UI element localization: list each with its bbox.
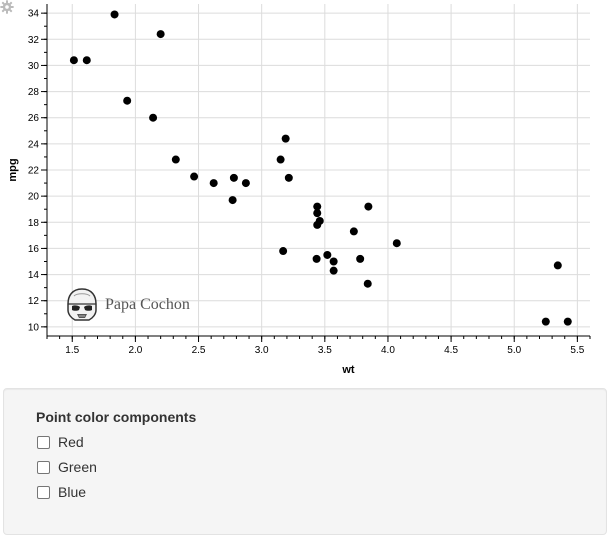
data-point [313, 202, 322, 211]
green-checkbox-label: Green [58, 459, 97, 475]
y-tick-label: 14 [28, 270, 40, 281]
data-point [553, 261, 562, 270]
data-point [209, 179, 218, 188]
data-point [279, 247, 288, 256]
x-tick-label: 5.5 [570, 345, 584, 356]
data-point [364, 202, 373, 211]
y-tick-label: 32 [28, 35, 40, 46]
y-tick-label: 30 [28, 61, 40, 72]
y-tick-label: 12 [28, 296, 40, 307]
x-tick-label: 4.5 [444, 345, 458, 356]
data-point [190, 172, 199, 181]
data-point [82, 56, 91, 65]
scatter-chart: 1.5 2.0 2.5 3.0 3.5 4.0 4.5 5.0 5.5 10 12 14 16 18 20 2… [0, 0, 591, 376]
data-point [69, 56, 78, 65]
data-point [156, 30, 165, 39]
red-checkbox-label: Red [58, 434, 84, 450]
red-checkbox-row[interactable]: Red [36, 432, 84, 452]
watermark-text: Papa Cochon [105, 296, 190, 313]
red-checkbox[interactable] [37, 435, 50, 449]
y-tick-label: 28 [28, 87, 40, 98]
y-tick-label: 18 [28, 218, 40, 229]
y-tick-label: 26 [28, 113, 40, 124]
y-tick-label: 16 [28, 244, 40, 255]
data-point [392, 239, 401, 248]
data-point [329, 266, 338, 275]
data-point [356, 254, 365, 263]
chart-svg: 1.5 2.0 2.5 3.0 3.5 4.0 4.5 5.0 5.5 10 12 14 16 18 20 2… [7, 4, 591, 376]
data-point [329, 257, 338, 266]
data-point [229, 173, 238, 182]
data-point [281, 134, 290, 143]
color-controls-panel: Point color components Red Green Blue [3, 388, 607, 535]
controls-title: Point color components [36, 409, 197, 425]
y-tick-label: 20 [28, 192, 40, 203]
x-tick-label: 3.0 [255, 345, 269, 356]
data-point [110, 10, 119, 19]
x-axis-title: wt [341, 364, 355, 376]
data-point [123, 96, 132, 105]
green-checkbox[interactable] [37, 460, 50, 474]
x-tick-label: 3.5 [318, 345, 332, 356]
data-point [363, 279, 372, 288]
y-tick-label: 24 [28, 139, 40, 150]
gear-icon[interactable] [0, 0, 14, 14]
data-point [313, 209, 322, 218]
data-point [149, 113, 158, 122]
data-point [323, 250, 332, 259]
data-point [349, 227, 358, 236]
x-tick-label: 5.0 [507, 345, 521, 356]
y-axis-title: mpg [7, 158, 19, 181]
x-tick-label: 2.0 [128, 345, 142, 356]
data-point [241, 179, 250, 188]
data-point [541, 317, 550, 326]
data-point [284, 173, 293, 182]
blue-checkbox[interactable] [37, 485, 50, 499]
y-tick-label: 22 [28, 166, 40, 177]
blue-checkbox-label: Blue [58, 484, 87, 500]
data-point [171, 155, 180, 164]
x-tick-label: 2.5 [192, 345, 206, 356]
green-checkbox-row[interactable]: Green [36, 457, 97, 477]
watermark: Papa Cochon [62, 286, 212, 328]
blue-checkbox-row[interactable]: Blue [36, 482, 86, 502]
data-point [228, 196, 237, 205]
x-tick-label: 4.0 [381, 345, 395, 356]
data-point [312, 254, 321, 263]
y-tick-label: 10 [28, 322, 40, 333]
data-point [563, 317, 572, 326]
data-point [276, 155, 285, 164]
stormtrooper-icon [67, 288, 97, 321]
data-point [313, 220, 322, 229]
x-tick-label: 1.5 [65, 345, 79, 356]
y-tick-label: 34 [28, 9, 40, 20]
